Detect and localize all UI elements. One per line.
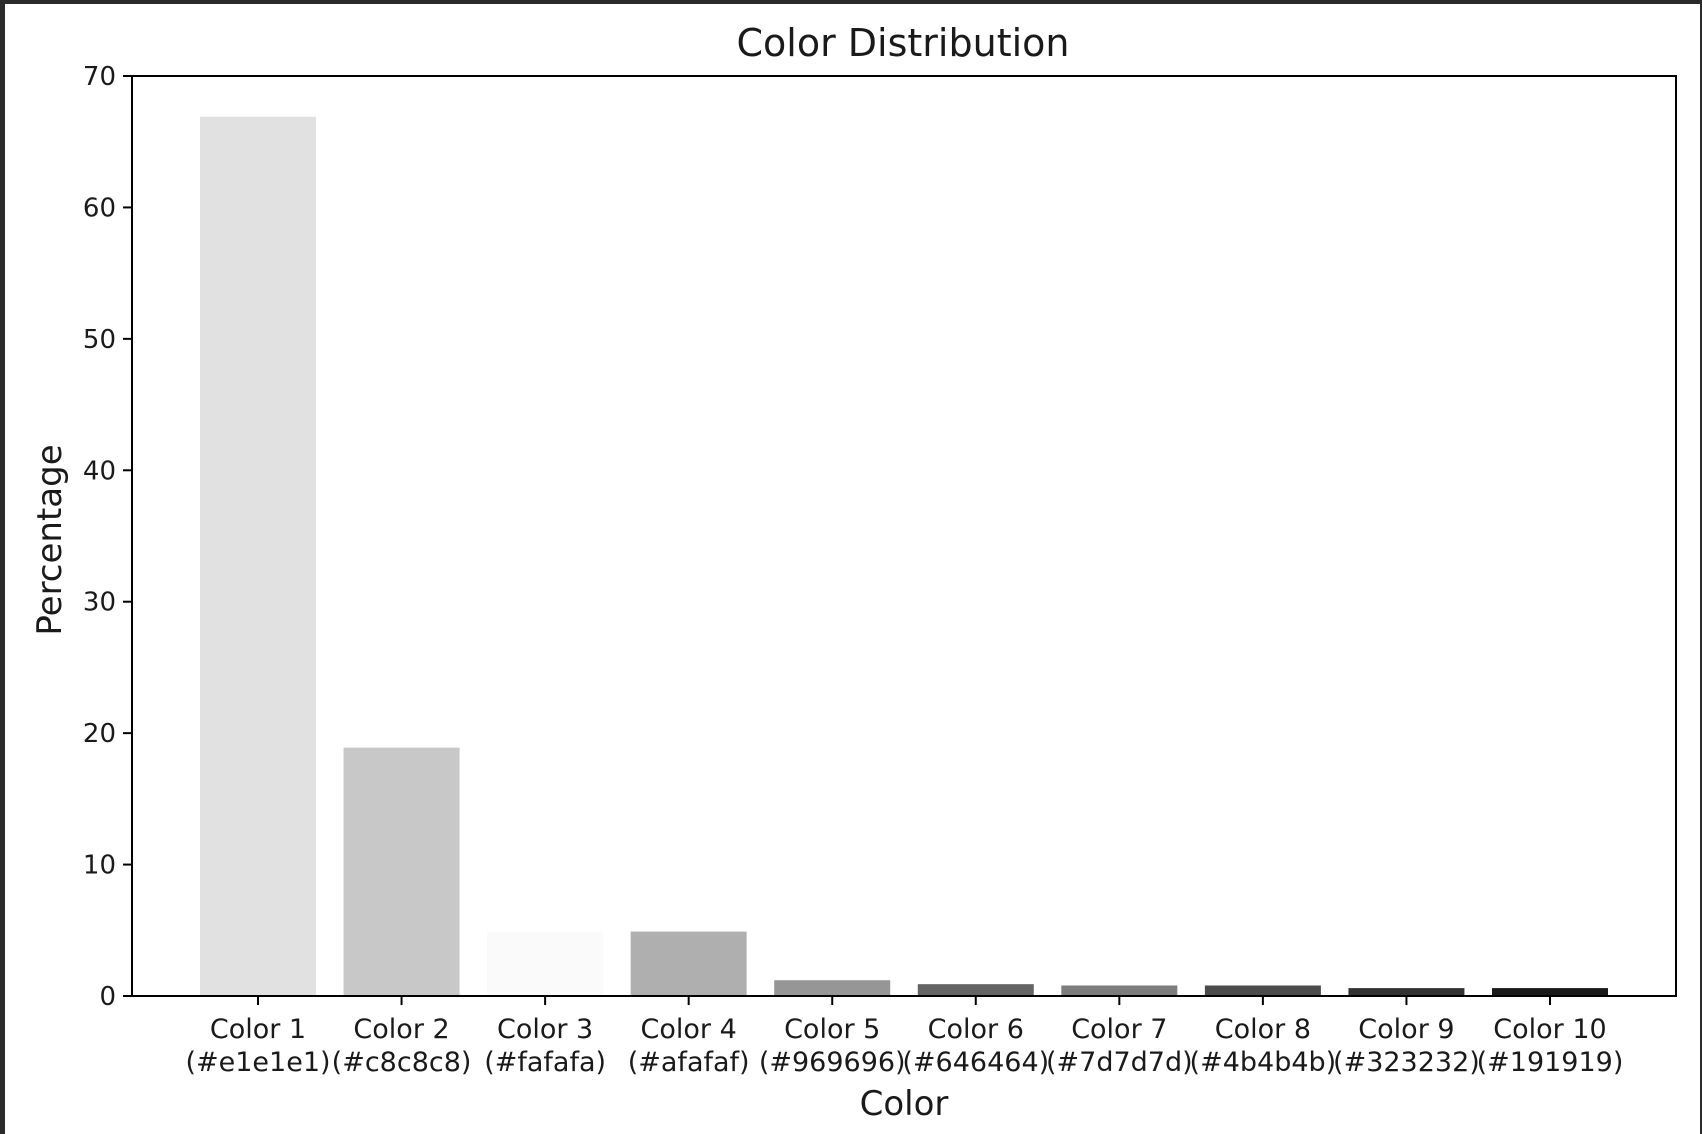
x-tick-label: Color 8 bbox=[1215, 1014, 1311, 1045]
x-tick-hex-label: (#969696) bbox=[759, 1047, 906, 1078]
bars-group bbox=[200, 116, 1608, 997]
y-tick-label: 70 bbox=[83, 62, 116, 92]
x-tick-hex-label: (#646464) bbox=[902, 1047, 1049, 1078]
y-tick-label: 30 bbox=[83, 588, 116, 618]
y-tick-label: 10 bbox=[83, 851, 116, 881]
y-tick-label: 60 bbox=[83, 193, 116, 223]
x-tick-label: Color 9 bbox=[1358, 1014, 1454, 1045]
y-tick-label: 20 bbox=[83, 719, 116, 749]
bar bbox=[200, 116, 316, 997]
y-axis-label: Percentage bbox=[30, 444, 70, 635]
x-tick-hex-label: (#7d7d7d) bbox=[1046, 1047, 1193, 1078]
x-tick-hex-label: (#e1e1e1) bbox=[185, 1047, 330, 1078]
y-tick-label: 50 bbox=[83, 325, 116, 355]
y-axis: 0 10 20 30 40 50 60 70 bbox=[83, 62, 132, 1012]
x-tick-label: Color 5 bbox=[784, 1014, 880, 1045]
bar bbox=[1204, 985, 1321, 996]
x-tick-hex-label: (#c8c8c8) bbox=[332, 1047, 472, 1078]
chart-title: Color Distribution bbox=[737, 21, 1070, 65]
x-tick-label: Color 2 bbox=[353, 1014, 449, 1045]
x-tick-hex-label: (#fafafa) bbox=[484, 1047, 606, 1078]
x-tick-label: Color 3 bbox=[497, 1014, 593, 1045]
bar bbox=[630, 931, 747, 996]
x-tick-hex-label: (#4b4b4b) bbox=[1190, 1047, 1337, 1078]
y-tick-label: 40 bbox=[83, 456, 116, 486]
chart-canvas: Color Distribution 0 10 20 30 40 50 60 70 Color… bbox=[5, 4, 1700, 1134]
bar bbox=[343, 747, 460, 996]
bar bbox=[1492, 988, 1608, 996]
x-tick-hex-label: (#afafaf) bbox=[628, 1047, 750, 1078]
bar-chart: Color Distribution 0 10 20 30 40 50 60 70 Color… bbox=[30, 21, 1677, 1124]
x-tick-label: Color 6 bbox=[928, 1014, 1024, 1045]
x-axis: Color 1(#e1e1e1)Color 2(#c8c8c8)Color 3(… bbox=[185, 996, 1623, 1078]
plot-frame bbox=[131, 75, 1677, 997]
x-tick-label: Color 7 bbox=[1071, 1014, 1167, 1045]
x-tick-hex-label: (#323232) bbox=[1333, 1047, 1480, 1078]
bar bbox=[1061, 985, 1178, 996]
x-tick-hex-label: (#191919) bbox=[1477, 1047, 1624, 1078]
x-axis-label: Color bbox=[860, 1084, 949, 1124]
y-tick-label: 0 bbox=[99, 982, 116, 1012]
bar bbox=[487, 931, 604, 996]
bar bbox=[1348, 988, 1465, 996]
bar bbox=[917, 984, 1034, 996]
bar bbox=[774, 980, 891, 996]
x-tick-label: Color 10 bbox=[1493, 1014, 1606, 1045]
x-tick-label: Color 1 bbox=[210, 1014, 306, 1045]
x-tick-label: Color 4 bbox=[641, 1014, 737, 1045]
